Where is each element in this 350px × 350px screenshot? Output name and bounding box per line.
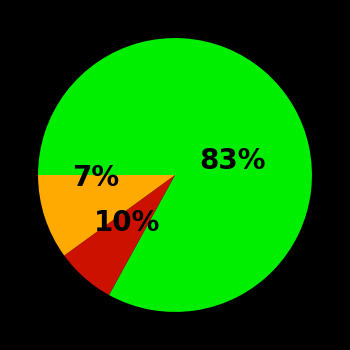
Wedge shape [64, 175, 175, 295]
Text: 83%: 83% [199, 147, 266, 175]
Text: 7%: 7% [72, 164, 119, 192]
Text: 10%: 10% [94, 209, 160, 237]
Wedge shape [38, 175, 175, 256]
Wedge shape [38, 38, 312, 312]
